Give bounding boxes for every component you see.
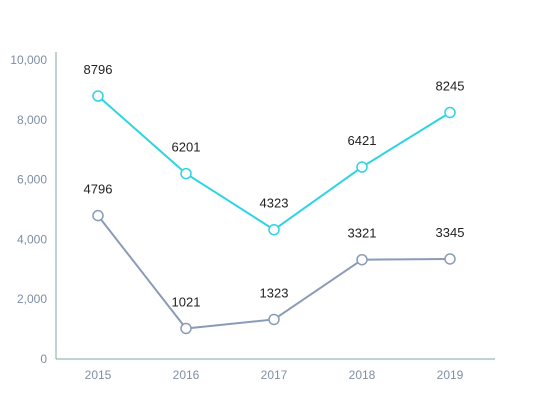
series-layer: 8796 6201 4323 6421 8245 4796 1021 1323 3321 3345: [84, 62, 465, 335]
data-point[interactable]: [180, 167, 192, 180]
data-point[interactable]: [356, 253, 368, 266]
series-2: 4796 1021 1323 3321 3345: [84, 182, 465, 335]
data-point[interactable]: [92, 90, 104, 102]
data-point[interactable]: [444, 253, 456, 265]
y-tick-label: 6,000: [17, 173, 47, 187]
data-point[interactable]: [92, 209, 104, 222]
series-1: 8796 6201 4323 6421 8245: [84, 62, 465, 236]
data-label: 4796: [84, 182, 113, 197]
y-tick-label: 10,000: [10, 53, 47, 67]
data-label: 3321: [348, 226, 377, 241]
data-label: 8245: [436, 78, 465, 93]
data-label: 1323: [260, 285, 289, 300]
data-point[interactable]: [268, 223, 280, 236]
data-label: 4323: [260, 196, 289, 211]
y-tick-label: 0: [40, 352, 47, 366]
data-point[interactable]: [268, 313, 280, 326]
data-point[interactable]: [180, 322, 192, 335]
x-tick-label: 2015: [85, 368, 112, 382]
data-point[interactable]: [356, 161, 368, 173]
x-tick-label: 2017: [261, 368, 288, 382]
data-point[interactable]: [444, 106, 456, 119]
y-tick-label: 2,000: [17, 292, 47, 306]
x-tick-label: 2019: [437, 368, 464, 382]
x-tick-label: 2018: [349, 368, 376, 382]
data-label: 1021: [172, 294, 201, 309]
y-tick-label: 4,000: [17, 232, 47, 246]
x-axis-ticks: 2015 2016 2017 2018 2019: [85, 368, 464, 382]
y-tick-label: 8,000: [17, 113, 47, 127]
data-label: 3345: [436, 225, 465, 240]
data-label: 6201: [172, 140, 201, 155]
x-tick-label: 2016: [173, 368, 200, 382]
chart-axes: [55, 52, 495, 360]
data-label: 6421: [348, 133, 377, 148]
y-axis-ticks: 0 2,000 4,000 6,000 8,000 10,000: [10, 53, 47, 366]
data-label: 8796: [84, 62, 113, 77]
